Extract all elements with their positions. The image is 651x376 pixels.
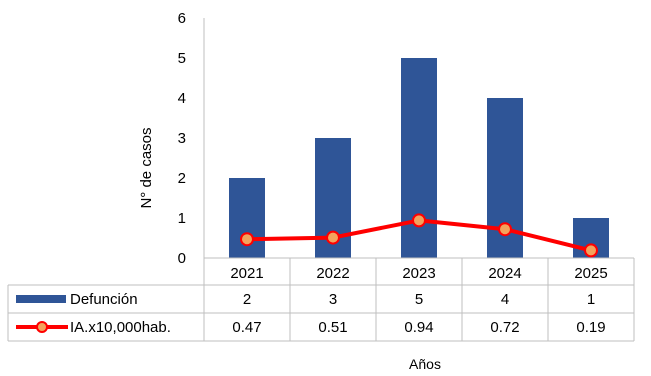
x-axis-label: Años (409, 356, 441, 372)
y-tick-label: 3 (178, 130, 186, 147)
line-point (326, 230, 340, 245)
table-cell-value: 0.72 (490, 319, 519, 336)
series-name: IA.x10,000hab. (70, 319, 171, 336)
y-tick-label: 4 (178, 90, 186, 107)
table-cell-value: 0.51 (318, 319, 347, 336)
table-cell-value: 0.94 (404, 319, 433, 336)
category-label: 2021 (230, 265, 263, 282)
category-label: 2022 (316, 265, 349, 282)
y-axis-label: N° de casos (138, 127, 155, 208)
bar-series (229, 58, 609, 258)
table-cell-value: 0.47 (232, 319, 261, 336)
table-cell-value: 2 (243, 291, 251, 308)
y-tick-label: 5 (178, 50, 186, 67)
y-tick-label: 1 (178, 210, 186, 227)
legend-bar-swatch (16, 295, 66, 303)
data-table: 2021 2022 2023 2024 2025 Defunción 2 3 5 4 1 IA.x10… (7, 257, 635, 342)
y-tick-label: 0 (178, 250, 186, 267)
y-tick-label: 2 (178, 170, 186, 187)
line-point (498, 222, 512, 237)
table-cell-value: 0.19 (576, 319, 605, 336)
bar (401, 58, 437, 258)
category-label: 2023 (402, 265, 435, 282)
table-cell-value: 1 (587, 291, 595, 308)
line-point (240, 232, 254, 247)
table-cell-value: 5 (415, 291, 423, 308)
series-name: Defunción (70, 291, 138, 308)
y-axis-ticks: 0 1 2 3 4 5 6 (178, 10, 186, 267)
y-tick-label: 6 (178, 10, 186, 27)
line-series (240, 213, 598, 258)
table-cell-value: 3 (329, 291, 337, 308)
table-cell-value: 4 (501, 291, 509, 308)
line-point (584, 243, 598, 258)
line-point (412, 213, 426, 228)
legend-line-marker (36, 321, 48, 333)
category-label: 2024 (488, 265, 521, 282)
category-label: 2025 (574, 265, 607, 282)
